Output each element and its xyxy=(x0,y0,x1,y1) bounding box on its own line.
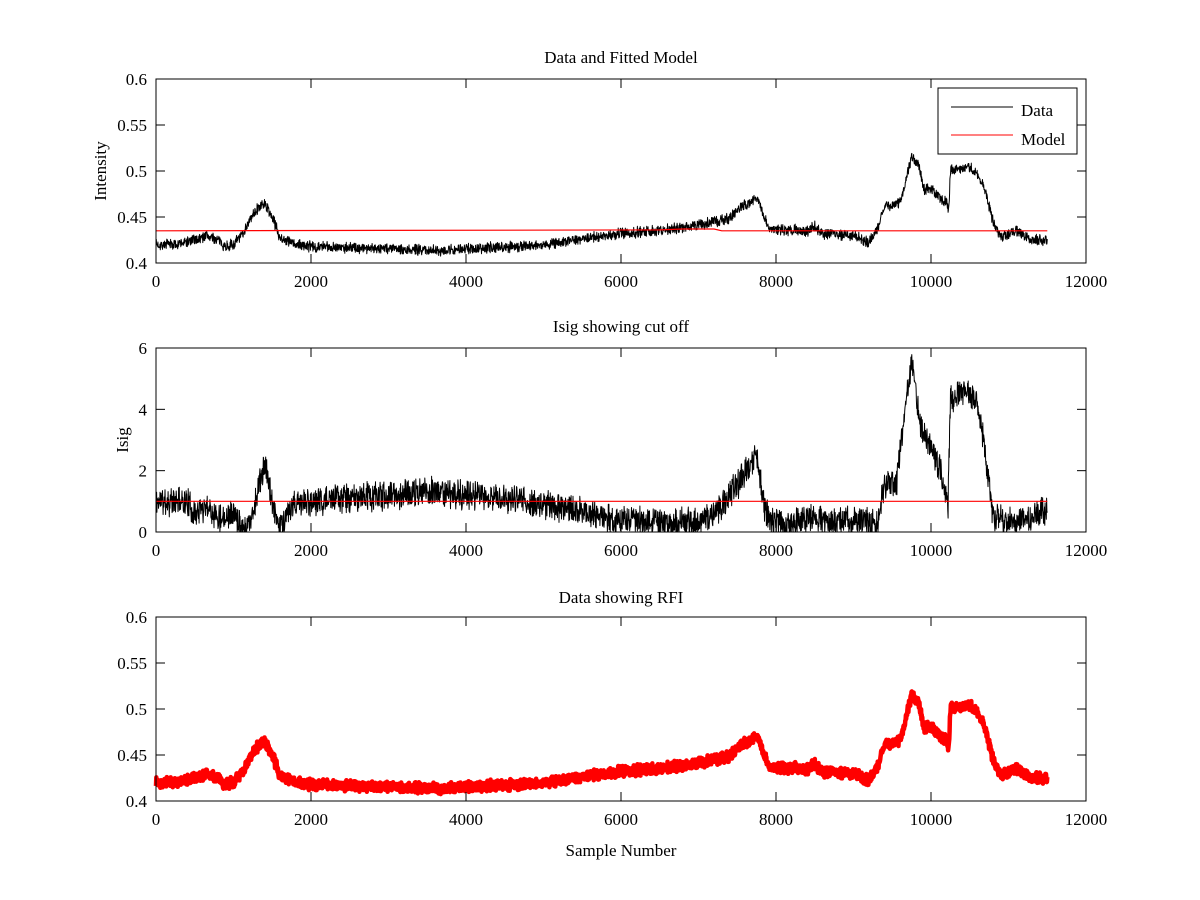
chart-title: Isig showing cut off xyxy=(553,317,689,336)
x-tick-label: 8000 xyxy=(759,810,793,829)
x-tick-label: 10000 xyxy=(910,810,953,829)
x-tick-label: 6000 xyxy=(604,272,638,291)
x-tick-label: 2000 xyxy=(294,272,328,291)
legend-box xyxy=(937,87,1078,155)
y-tick-label: 0.45 xyxy=(117,208,147,227)
x-tick-label: 6000 xyxy=(604,541,638,560)
x-tick-label: 10000 xyxy=(910,272,953,291)
x-tick-label: 8000 xyxy=(759,541,793,560)
series-line-data xyxy=(155,152,1048,257)
y-axis-label: Isig xyxy=(113,427,132,453)
y-tick-label: 0.45 xyxy=(117,746,147,765)
series-line-isig xyxy=(155,354,1048,533)
y-tick-label: 0.6 xyxy=(126,70,147,89)
x-tick-label: 2000 xyxy=(294,541,328,560)
y-tick-label: 0.5 xyxy=(126,700,147,719)
y-tick-label: 0.55 xyxy=(117,654,147,673)
x-tick-label: 8000 xyxy=(759,272,793,291)
x-tick-label: 0 xyxy=(152,541,161,560)
y-tick-label: 0.5 xyxy=(126,162,147,181)
x-tick-label: 4000 xyxy=(449,541,483,560)
chart-title: Data and Fitted Model xyxy=(544,48,698,67)
y-axis-label: Intensity xyxy=(91,141,110,201)
y-tick-label: 6 xyxy=(139,339,148,358)
axes-data-fitted-model: Data and Fitted Model Intensity 0 2000 400… xyxy=(91,48,1107,291)
legend-label-data: Data xyxy=(1021,101,1054,120)
x-tick-label: 10000 xyxy=(910,541,953,560)
x-tick-label: 6000 xyxy=(604,810,638,829)
axes-isig: Isig showing cut off Isig 0 2000 4000 6000 8… xyxy=(113,317,1107,560)
x-tick-label: 0 xyxy=(152,810,161,829)
y-tick-label: 0 xyxy=(139,523,148,542)
legend: Data Model xyxy=(937,87,1078,155)
x-tick-label: 12000 xyxy=(1065,541,1108,560)
y-tick-label: 0.4 xyxy=(126,254,148,273)
x-tick-label: 4000 xyxy=(449,272,483,291)
x-tick-label: 12000 xyxy=(1065,272,1108,291)
y-tick-label: 0.6 xyxy=(126,608,147,627)
y-tick-label: 4 xyxy=(139,400,148,419)
x-axis-label: Sample Number xyxy=(566,841,677,860)
y-tick-label: 0.55 xyxy=(117,116,147,135)
series-line-model xyxy=(155,228,1048,232)
x-tick-label: 12000 xyxy=(1065,810,1108,829)
x-tick-label: 2000 xyxy=(294,810,328,829)
x-tick-label: 0 xyxy=(152,272,161,291)
x-tick-label: 4000 xyxy=(449,810,483,829)
chart-title: Data showing RFI xyxy=(559,588,684,607)
axes-rfi: Data showing RFI Sample Number 0 2000 4000… xyxy=(117,588,1107,860)
y-tick-label: 2 xyxy=(139,462,148,481)
legend-label-model: Model xyxy=(1021,130,1066,149)
series-markers-rfi xyxy=(153,689,1050,797)
y-tick-label: 0.4 xyxy=(126,792,148,811)
